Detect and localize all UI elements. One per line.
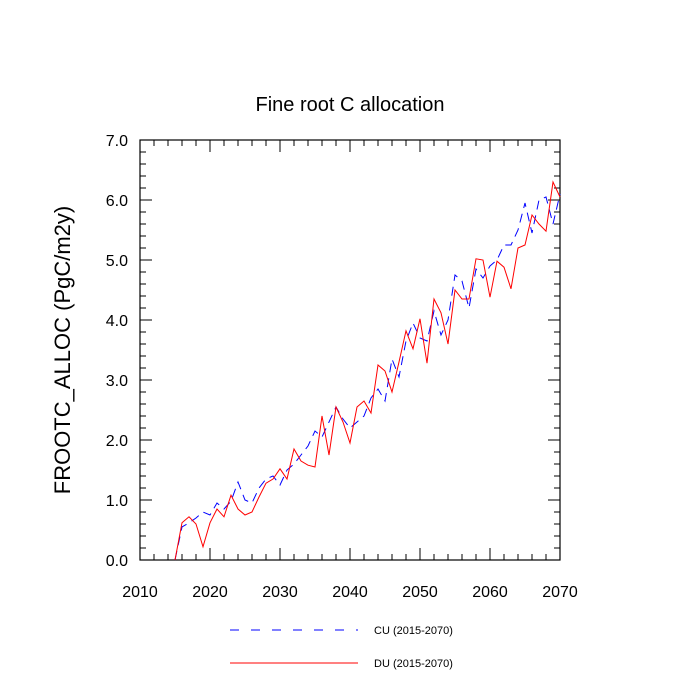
series-line-cu [174, 193, 561, 561]
y-tick-label: 7.0 [106, 133, 128, 150]
plot-frame [139, 139, 561, 561]
x-tick-label: 2050 [402, 584, 438, 601]
legend: CU (2015-2070) DU (2015-2070) [230, 625, 453, 670]
y-axis-label: FROOTC_ALLOC (PgC/m2y) [50, 206, 75, 495]
series-lines [174, 180, 561, 561]
x-tick-label: 2040 [332, 584, 368, 601]
x-tick-label: 2020 [192, 584, 228, 601]
y-tick-label: 3.0 [106, 373, 128, 390]
x-tick-label: 2060 [472, 584, 508, 601]
y-tick-label: 0.0 [106, 553, 128, 570]
legend-label-cu: CU (2015-2070) [374, 625, 453, 637]
chart-title: Fine root C allocation [256, 94, 445, 116]
y-tick-label: 1.0 [106, 493, 128, 510]
legend-label-du: DU (2015-2070) [374, 658, 453, 670]
y-tick-label: 5.0 [106, 253, 128, 270]
x-tick-label: 2030 [262, 584, 298, 601]
x-tick-label: 2010 [122, 584, 158, 601]
x-tick-label: 2070 [542, 584, 578, 601]
tick-labels: 2010 2020 2030 2040 2050 2060 2070 0.0 1.0 2.0 3.0… [106, 133, 578, 601]
axis-ticks [139, 139, 561, 561]
y-tick-label: 6.0 [106, 193, 128, 210]
series-line-du [174, 180, 561, 561]
y-tick-label: 4.0 [106, 313, 128, 330]
y-tick-label: 2.0 [106, 433, 128, 450]
